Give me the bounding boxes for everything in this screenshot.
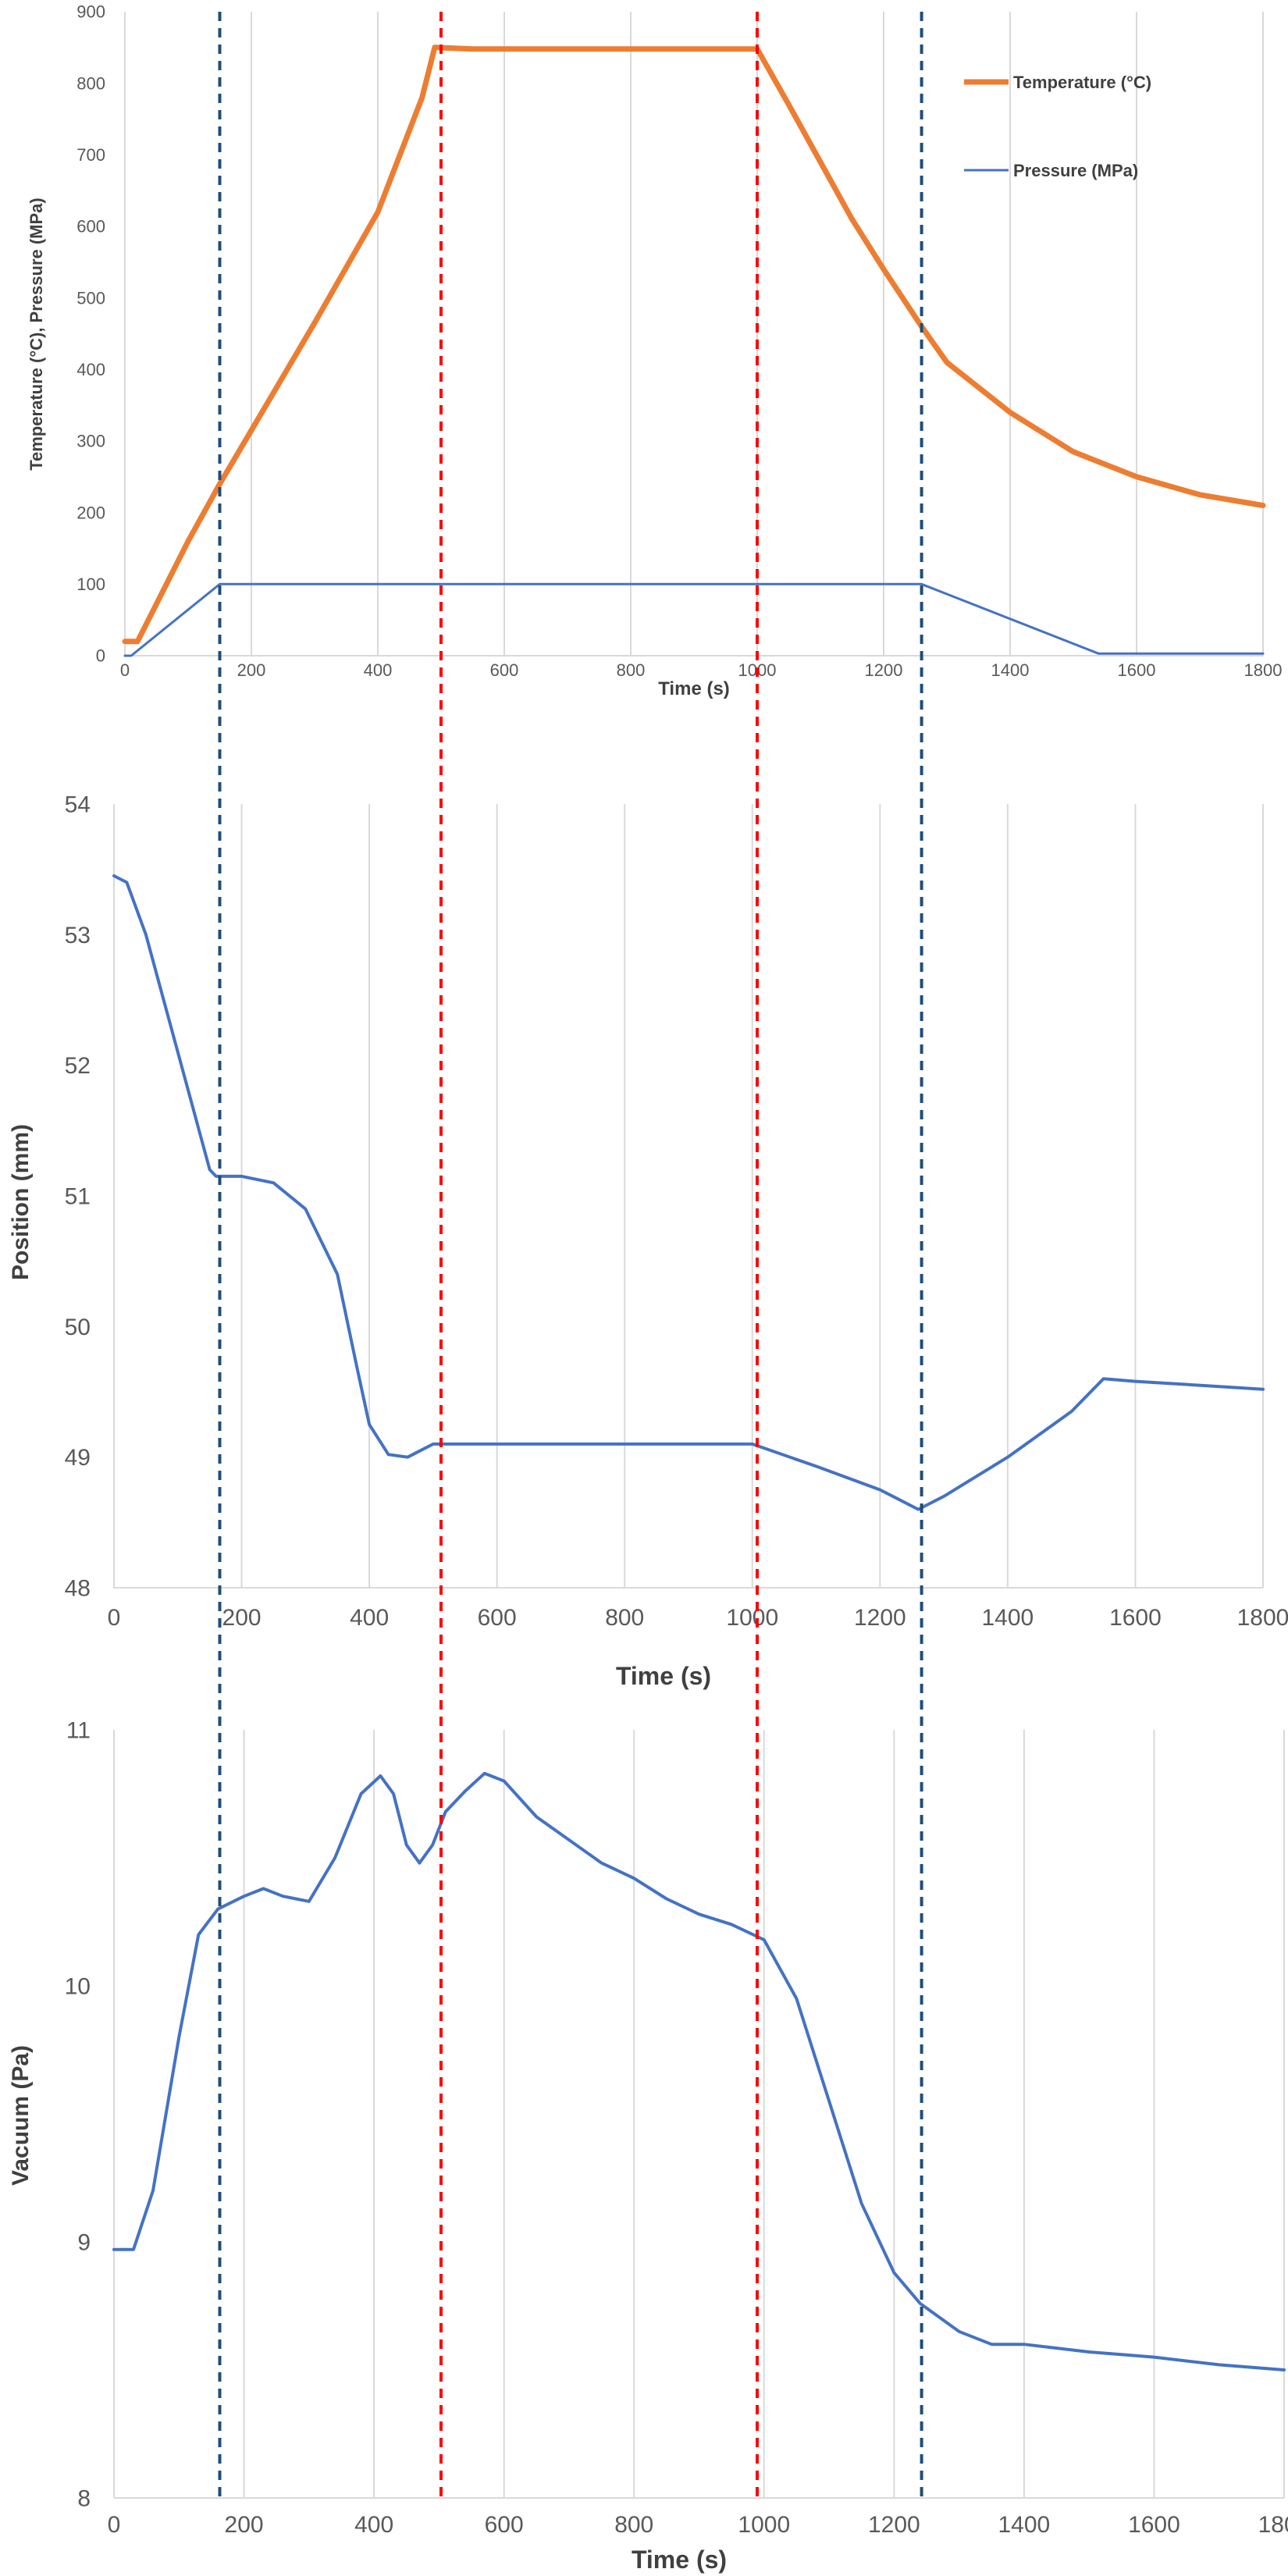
x-tick-label: 800 <box>614 2512 653 2538</box>
phase-marker-lines <box>218 12 923 2498</box>
x-tick-label: 1800 <box>1258 2512 1288 2538</box>
y-tick-label: 53 <box>65 923 91 948</box>
chart-3-x-tick-labels: 0 200 400 600 800 1000 1200 1400 1600 1800 <box>108 2512 1288 2538</box>
chart-1-x-axis-title: Time (s) <box>658 678 730 699</box>
pressure-mpa-line <box>123 582 1265 657</box>
chart-2-x-tick-labels: 0 200 400 600 800 1000 1200 1400 1600 1800 <box>108 1605 1288 1631</box>
y-tick-label: 8 <box>77 2486 91 2512</box>
x-tick-label: 1200 <box>854 1605 906 1631</box>
chart-3-data-line <box>112 1771 1286 2371</box>
x-tick-label: 1600 <box>1128 2512 1180 2538</box>
chart-1-y-tick-labels: 0 100 200 300 400 500 600 700 800 900 <box>76 2 105 666</box>
chart-2-gridlines <box>113 804 1264 1588</box>
chart-2-data-line <box>112 874 1265 1511</box>
chart-1-y-axis-title: Temperature (°C), Pressure (MPa) <box>27 197 46 471</box>
y-tick-label: 400 <box>76 360 105 379</box>
y-tick-label: 600 <box>76 217 105 237</box>
x-tick-label: 200 <box>222 1605 262 1631</box>
chart-3-gridlines <box>113 1730 1285 2498</box>
chart-2-y-axis-title: Position (mm) <box>8 1124 34 1280</box>
chart-3-series <box>112 1771 1286 2371</box>
chart-2-x-axis-title: Time (s) <box>616 1662 711 1690</box>
x-tick-label: 1000 <box>738 2512 790 2538</box>
chart-2-y-tick-labels: 48 49 50 51 52 53 54 <box>65 792 91 1602</box>
x-tick-label: 800 <box>605 1605 644 1631</box>
chart-3-x-axis-title: Time (s) <box>632 2546 727 2574</box>
x-tick-label: 1200 <box>868 2512 920 2538</box>
x-tick-label: 200 <box>225 2512 264 2538</box>
y-tick-label: 11 <box>66 1718 91 1744</box>
x-tick-label: 600 <box>478 1605 517 1631</box>
legend-pressure-label: Pressure (MPa) <box>1013 161 1138 180</box>
x-tick-label: 1400 <box>982 1605 1034 1631</box>
vacuum-chart: 8 9 10 11 0 200 400 600 800 1000 1200 1400 1600 1800… <box>8 1718 1288 2574</box>
y-tick-label: 50 <box>65 1315 91 1340</box>
x-tick-label: 600 <box>490 660 519 680</box>
x-tick-label: 200 <box>237 660 266 680</box>
x-tick-label: 1200 <box>865 660 903 680</box>
y-tick-label: 9 <box>77 2230 91 2256</box>
y-tick-label: 800 <box>76 73 105 93</box>
chart-1-series <box>122 44 1266 657</box>
x-tick-label: 1400 <box>991 660 1030 680</box>
y-tick-label: 900 <box>76 2 105 22</box>
x-tick-label: 1600 <box>1118 660 1156 680</box>
position-chart: 48 49 50 51 52 53 54 0 200 400 600 800 1000 1200 1400… <box>8 792 1288 1691</box>
y-tick-label: 54 <box>65 792 91 818</box>
x-tick-label: 1000 <box>726 1605 778 1631</box>
x-tick-label: 400 <box>364 660 393 680</box>
y-tick-label: 51 <box>65 1184 91 1210</box>
x-tick-label: 0 <box>108 2512 121 2538</box>
temperature-pressure-chart: 0 100 200 300 400 500 600 700 800 900 0 200 400 600 8… <box>27 2 1282 699</box>
y-tick-label: 300 <box>76 432 105 451</box>
chart-1-gridlines <box>124 12 1264 656</box>
y-tick-label: 700 <box>76 145 105 165</box>
x-tick-label: 400 <box>354 2512 393 2538</box>
x-tick-label: 1600 <box>1109 1605 1162 1631</box>
y-tick-label: 52 <box>65 1053 91 1079</box>
x-tick-label: 600 <box>485 2512 524 2538</box>
y-tick-label: 500 <box>76 288 105 308</box>
x-tick-label: 0 <box>108 1605 121 1631</box>
chart-3-y-tick-labels: 8 9 10 11 <box>65 1718 91 2512</box>
chart-2-series <box>112 874 1265 1511</box>
y-tick-label: 100 <box>76 575 105 594</box>
x-tick-label: 400 <box>350 1605 389 1631</box>
chart-1-legend: Temperature (°C) Pressure (MPa) <box>964 73 1151 180</box>
y-tick-label: 48 <box>65 1576 91 1602</box>
y-tick-label: 0 <box>96 646 105 666</box>
temperature-c-line <box>122 44 1266 645</box>
legend-temperature-label: Temperature (°C) <box>1013 73 1151 92</box>
x-tick-label: 1800 <box>1244 660 1283 680</box>
chart-3-y-axis-title: Vacuum (Pa) <box>8 2045 34 2186</box>
x-tick-label: 1800 <box>1237 1605 1288 1631</box>
y-tick-label: 200 <box>76 503 105 522</box>
y-tick-label: 10 <box>65 1974 91 2000</box>
x-tick-label: 800 <box>617 660 646 680</box>
x-tick-label: 0 <box>120 660 130 680</box>
x-tick-label: 1400 <box>998 2512 1051 2538</box>
y-tick-label: 49 <box>65 1445 91 1471</box>
